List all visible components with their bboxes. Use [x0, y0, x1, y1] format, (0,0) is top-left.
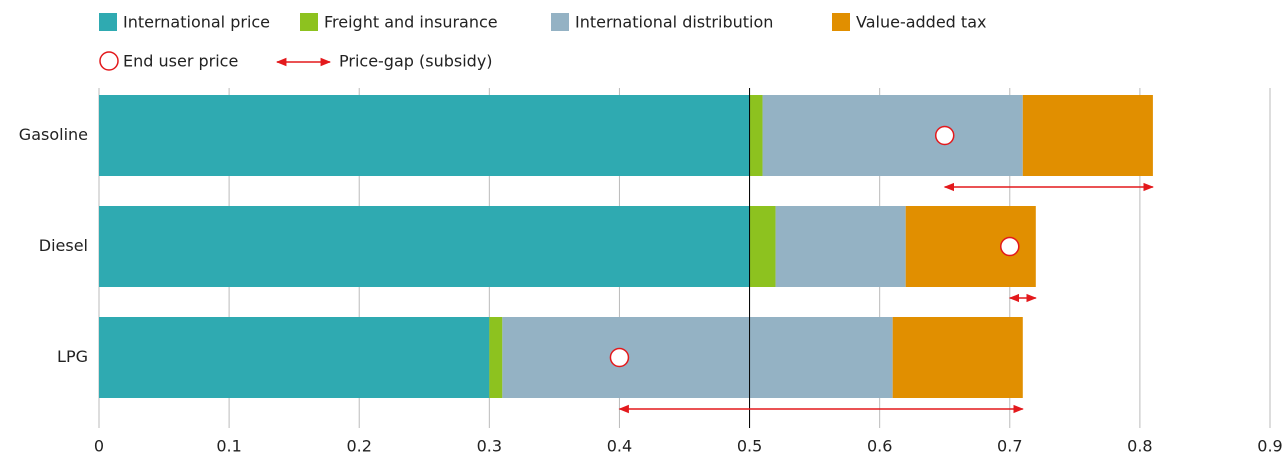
bar-segment: [775, 206, 906, 287]
y-tick-label: LPG: [57, 347, 88, 366]
bar-segment: [99, 95, 750, 176]
legend-swatch: [551, 13, 569, 31]
bar-segment: [99, 317, 490, 398]
x-tick-label: 0.1: [216, 437, 241, 455]
legend-label: Freight and insurance: [324, 13, 498, 32]
legend-label: Price-gap (subsidy): [339, 52, 493, 71]
bar-segment: [762, 95, 1023, 176]
x-tick-label: 0.9: [1257, 437, 1282, 455]
legend-label: International distribution: [575, 13, 773, 32]
end-user-price: [934, 125, 955, 146]
legend-label: End user price: [123, 52, 238, 71]
x-tick-label: 0.5: [737, 437, 762, 455]
x-tick-label: 0.7: [997, 437, 1022, 455]
bar-segment: [502, 317, 893, 398]
bar-segment: [99, 206, 750, 287]
y-tick-label: Gasoline: [19, 125, 88, 144]
legend-swatch: [832, 13, 850, 31]
end-user-price: [1000, 236, 1020, 257]
bar-segment: [892, 317, 1023, 398]
bar-segment: [749, 95, 763, 176]
bar-segment: [1022, 95, 1153, 176]
legend-label: International price: [123, 13, 270, 32]
x-tick-label: 0.3: [477, 437, 502, 455]
x-tick-label: 0: [94, 437, 104, 455]
x-tick-label: 0.6: [867, 437, 892, 455]
x-tick-label: 0.4: [607, 437, 632, 455]
legend-swatch: [99, 13, 117, 31]
x-tick-label: 0.2: [346, 437, 371, 455]
y-tick-label: Diesel: [39, 236, 88, 255]
legend-marker: [99, 51, 119, 71]
bar-segment: [749, 206, 776, 287]
legend-swatch: [300, 13, 318, 31]
bar-segment: [489, 317, 503, 398]
legend-label: Value-added tax: [856, 13, 986, 32]
x-tick-label: 0.8: [1127, 437, 1152, 455]
end-user-price: [609, 347, 630, 368]
